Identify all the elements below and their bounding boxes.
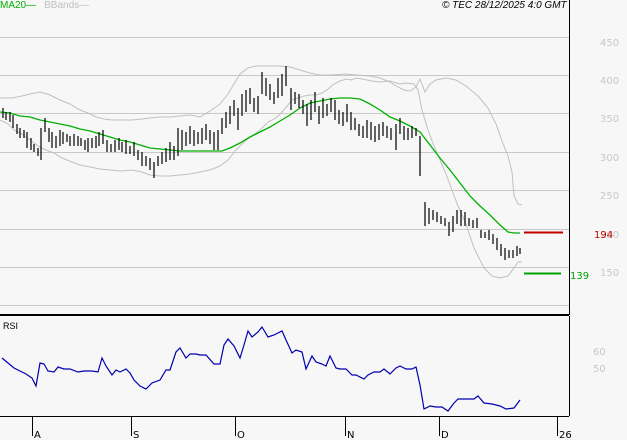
rsi-panel-title: RSI bbox=[3, 321, 19, 331]
x-tick-nov: N bbox=[347, 430, 354, 440]
y-tick-300: 300 bbox=[600, 153, 619, 164]
legend-ma20: MA20— bbox=[0, 0, 37, 11]
y-tick-250: 250 bbox=[600, 191, 619, 202]
x-tick-aug: A bbox=[34, 430, 41, 440]
x-axis-ticks bbox=[32, 416, 558, 436]
x-tick-dec: D bbox=[441, 430, 449, 440]
rsi-tick-50: 50 bbox=[593, 364, 606, 375]
rsi-line bbox=[1, 325, 521, 412]
x-tick-sep: S bbox=[133, 430, 139, 440]
rsi-tick-60: 60 bbox=[593, 347, 606, 358]
ma20-line bbox=[0, 97, 520, 234]
legend-bbands: BBands— bbox=[44, 0, 90, 11]
price-bars bbox=[2, 66, 521, 260]
y-tick-200: 200 bbox=[600, 230, 619, 241]
y-tick-150: 150 bbox=[600, 268, 619, 279]
price-axis-labels: 450 400 350 300 250 200 150 bbox=[600, 38, 619, 279]
x-tick-jan26: 26 bbox=[559, 430, 572, 440]
price-gridlines bbox=[0, 37, 569, 306]
bbands-lines bbox=[0, 65, 523, 279]
y-tick-450: 450 bbox=[600, 38, 619, 49]
y-tick-350: 350 bbox=[600, 114, 619, 125]
copyright-timestamp: © TEC 28/12/2025 4:0 GMT bbox=[442, 0, 567, 11]
bband-upper bbox=[0, 65, 523, 206]
support-label: 139 bbox=[570, 271, 589, 282]
bband-lower bbox=[0, 77, 522, 279]
resistance-label: 194 bbox=[594, 230, 613, 241]
chart-legend: MA20— BBands— bbox=[0, 0, 89, 12]
y-tick-400: 400 bbox=[600, 76, 619, 87]
x-tick-oct: O bbox=[237, 430, 245, 440]
